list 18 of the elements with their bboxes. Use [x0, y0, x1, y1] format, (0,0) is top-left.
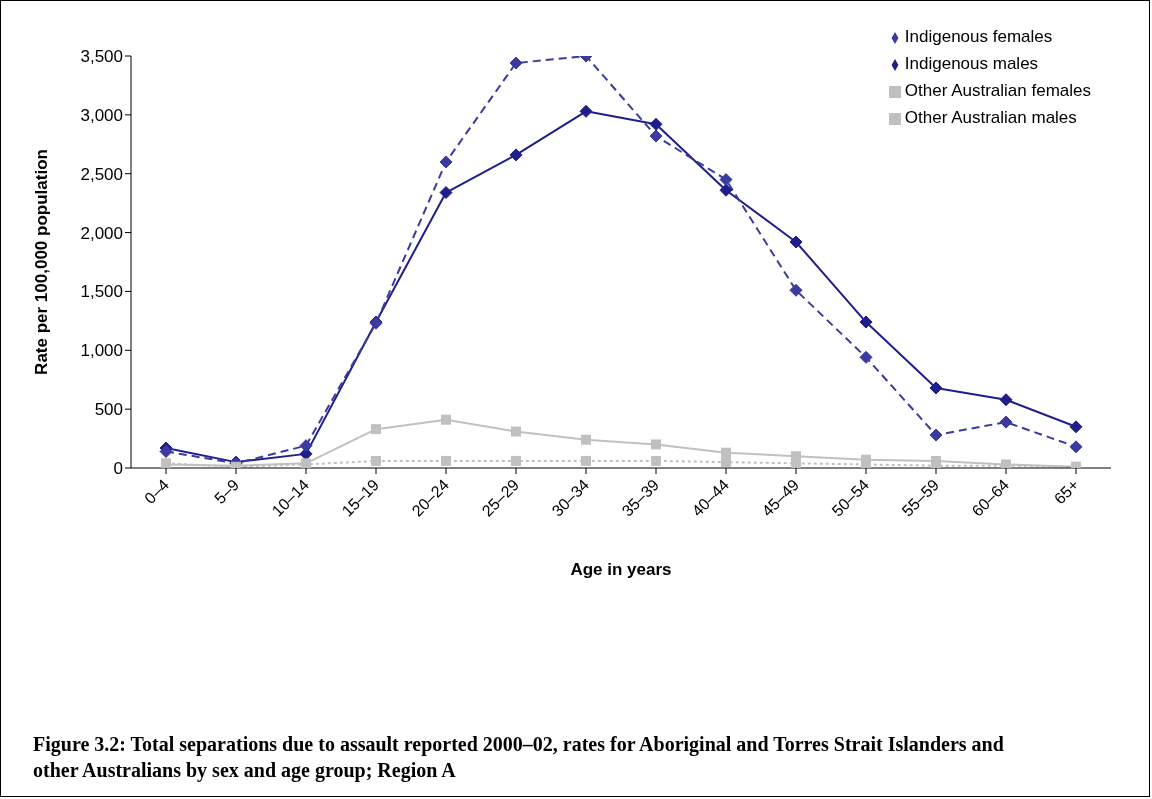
x-tick-label: 5–9: [211, 476, 243, 507]
legend-label: Indigenous females: [904, 27, 1053, 46]
y-tick-label: 2,500: [80, 164, 123, 184]
y-tick-label: 2,000: [80, 223, 123, 243]
y-tick-label: 3,000: [80, 105, 123, 125]
y-axis-title: Rate per 100,000 population: [32, 149, 52, 375]
legend-label: Other Australian females: [904, 81, 1091, 100]
legend-label: Other Australian males: [904, 108, 1077, 127]
x-axis-title: Age in years: [570, 560, 672, 579]
caption: Figure 3.2: Total separations due to assault reported 2000–02, rates for Aboriginal and Torres Strait Islanders and other Australians by sex and age group; Region A: [33, 732, 1005, 783]
legend-label: Indigenous males: [904, 54, 1039, 73]
y-tick-label: 1,000: [80, 341, 123, 361]
y-tick-label: 3,500: [80, 47, 123, 67]
x-tick-label: 65+: [1050, 476, 1083, 508]
x-tick-label: 0–4: [141, 476, 173, 507]
y-tick-label: 0: [113, 459, 123, 479]
y-tick-label: 500: [94, 400, 123, 420]
y-tick-label: 1,500: [80, 282, 123, 302]
